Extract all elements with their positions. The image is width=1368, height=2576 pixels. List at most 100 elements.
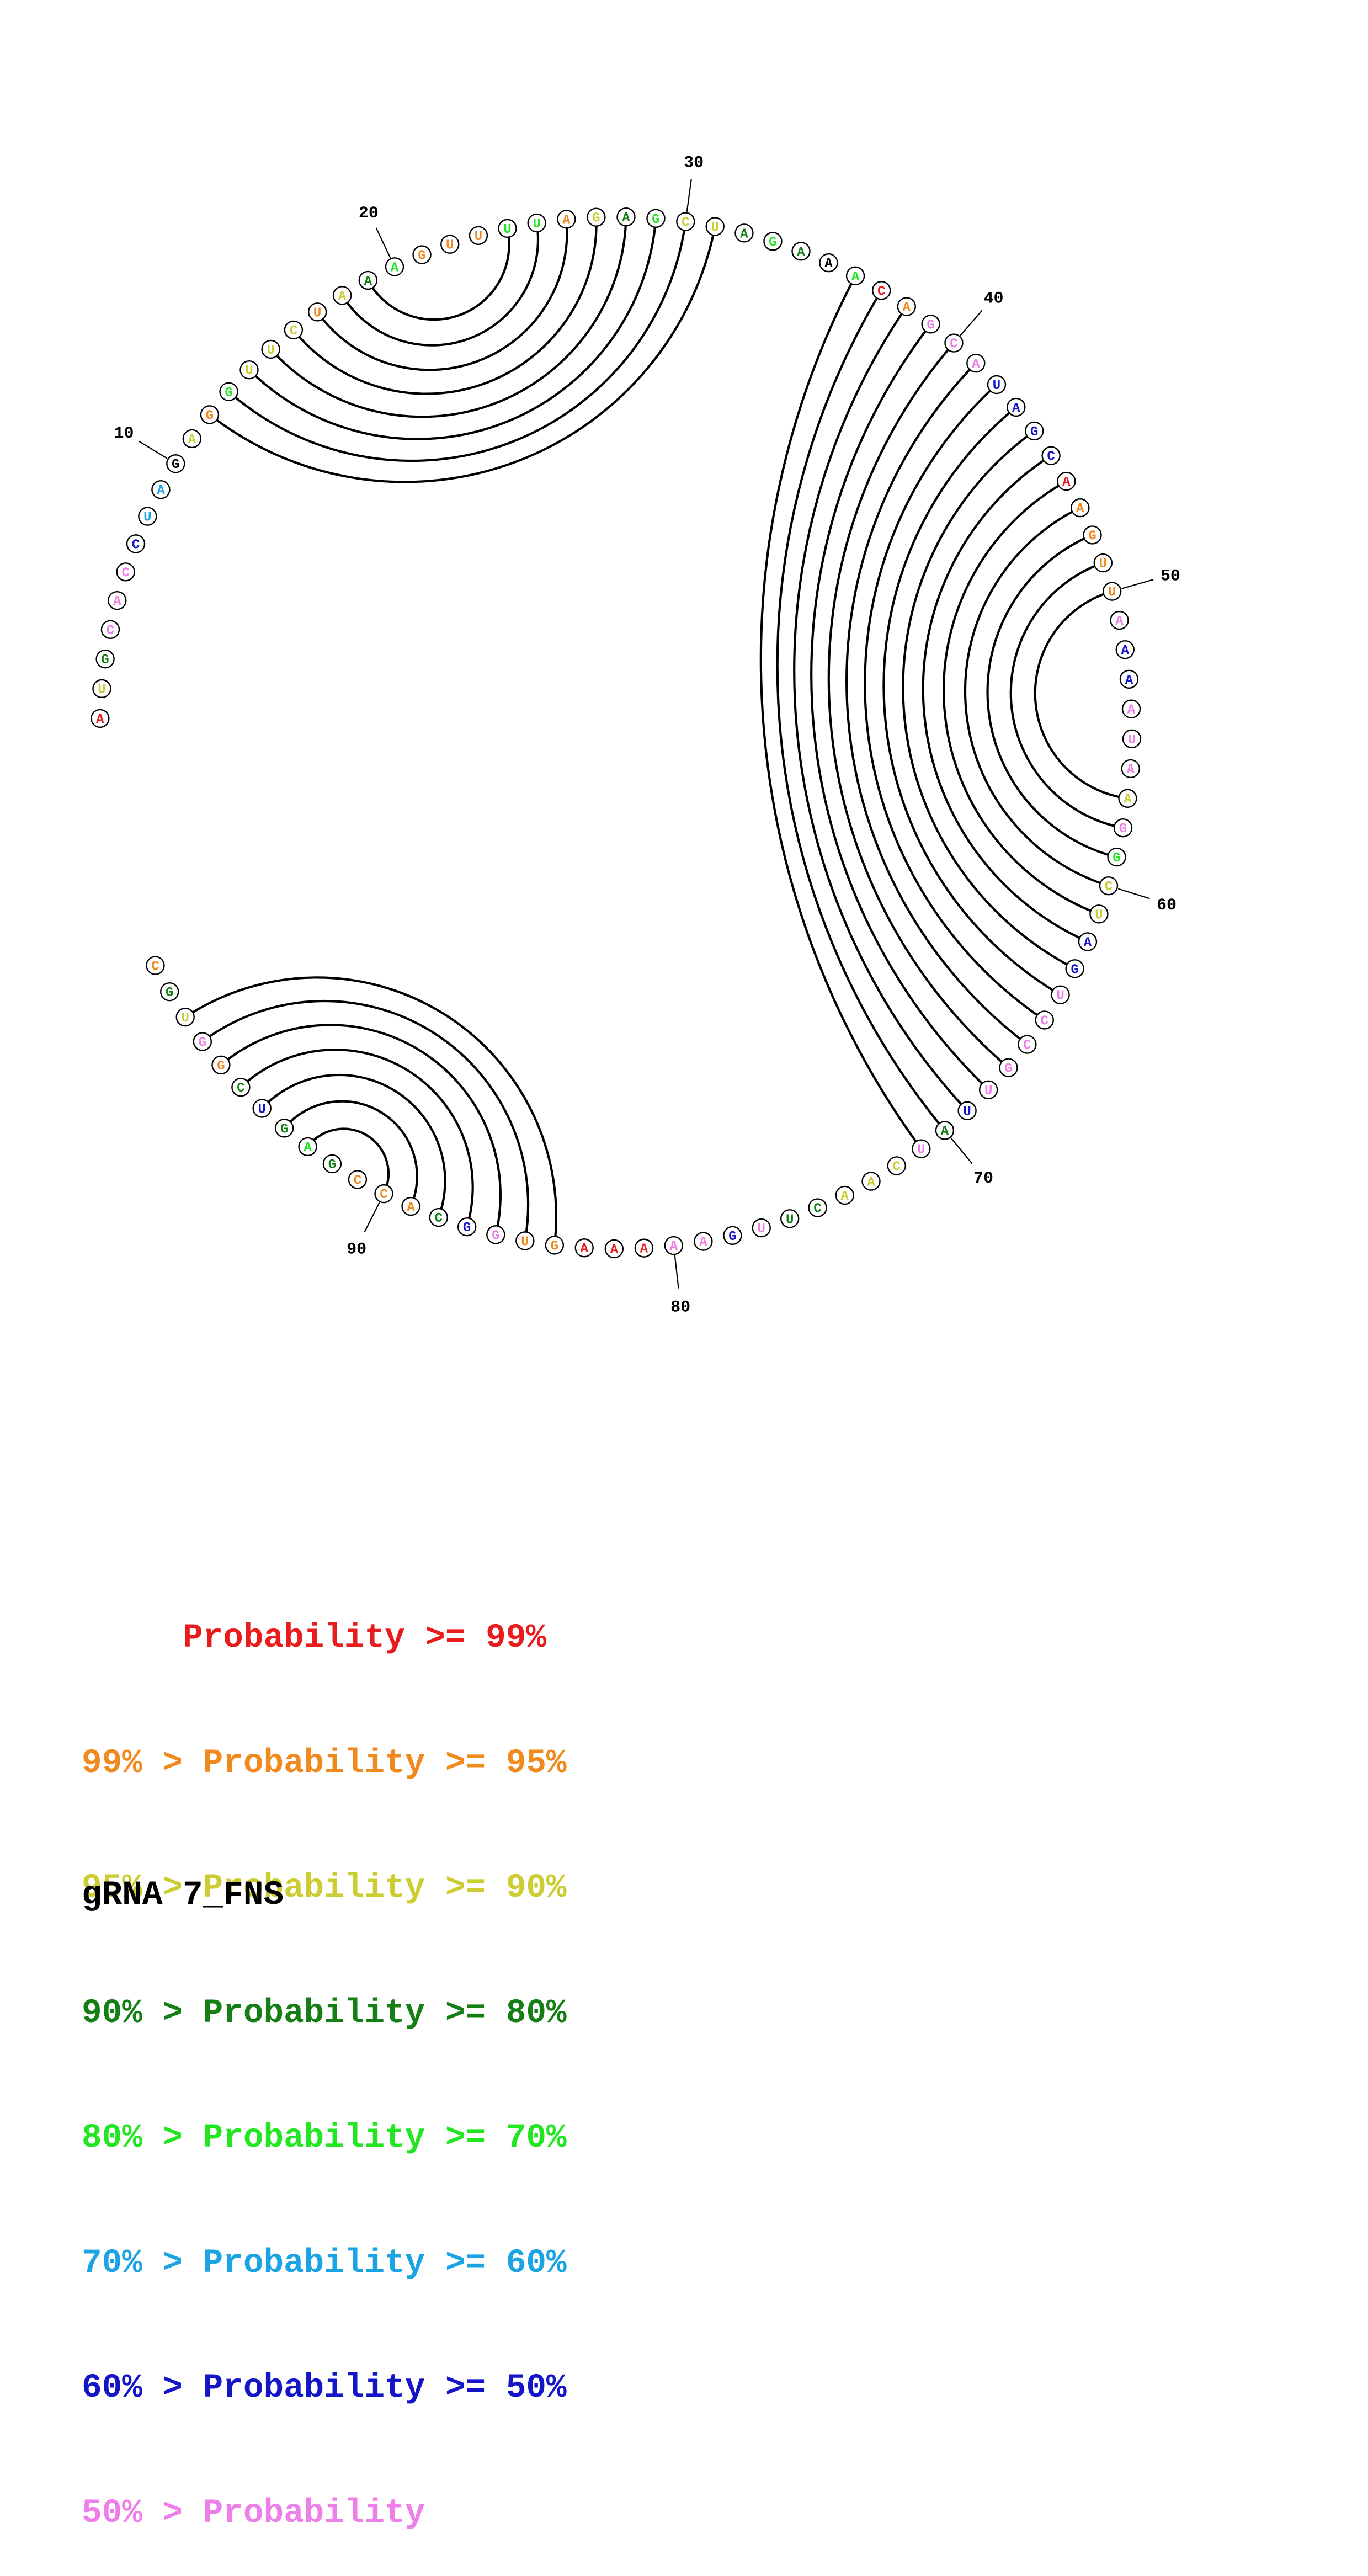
base-pair-arc — [793, 306, 968, 1112]
nucleotide-circle — [92, 679, 111, 699]
nucleotide-circle — [1122, 729, 1142, 749]
nucleotide-letter: A — [797, 245, 805, 260]
legend-text: Probability >= 70% — [203, 2119, 567, 2157]
nucleotide-circle — [1078, 932, 1098, 951]
nucleotide: G — [457, 1217, 477, 1237]
nucleotide-circle — [527, 213, 546, 233]
nucleotide: U — [469, 226, 488, 245]
nucleotide-letter: C — [950, 337, 957, 352]
nucleotide-circle — [752, 1218, 771, 1238]
legend-prefix: 60% > — [82, 2369, 203, 2407]
nucleotide: U — [1122, 729, 1142, 749]
base-pair-arc — [759, 275, 922, 1149]
nucleotide-circle — [1041, 446, 1061, 465]
nucleotide: C — [1099, 876, 1119, 896]
nucleotide-letter: U — [1128, 733, 1136, 748]
nucleotide: G — [763, 232, 783, 251]
nucleotide: A — [604, 1239, 624, 1259]
base-pair-arc — [366, 228, 510, 321]
nucleotide-letter: G — [101, 653, 109, 668]
legend-text: Probability >= 95% — [203, 1744, 567, 1782]
nucleotide: G — [274, 1119, 294, 1138]
nucleotide-circle — [138, 507, 157, 526]
nucleotide-circle — [1071, 498, 1090, 518]
nucleotide: A — [634, 1238, 654, 1258]
nucleotide-letter: G — [225, 386, 232, 401]
base-pair-arc — [220, 1024, 502, 1235]
legend-prefix: 95% > — [82, 1869, 203, 1907]
nucleotide-circle — [999, 1058, 1018, 1077]
nucleotide: U — [498, 219, 517, 238]
base-pair-arc — [882, 406, 1061, 996]
nucleotide-circle — [694, 1232, 713, 1251]
nucleotide-letter: C — [435, 1211, 443, 1226]
nucleotide-circle — [734, 223, 754, 243]
nucleotide: G — [193, 1032, 212, 1051]
nucleotide: C — [944, 333, 964, 353]
nucleotide-circle — [935, 1121, 955, 1140]
nucleotide: A — [845, 266, 865, 286]
nucleotide-circle — [284, 320, 304, 340]
tick-label: 80 — [670, 1298, 690, 1317]
nucleotide-letter: A — [1125, 673, 1133, 688]
nucleotide: C — [374, 1184, 393, 1204]
nucleotide: A — [1121, 699, 1141, 718]
nucleotide: G — [1107, 847, 1126, 867]
nucleotide: G — [412, 245, 432, 264]
nucleotide: A — [861, 1172, 881, 1191]
legend-prefix: 70% > — [82, 2244, 203, 2282]
base-pair-arc — [902, 430, 1076, 970]
nucleotide: A — [574, 1238, 594, 1258]
nucleotide-circle — [545, 1236, 565, 1255]
nucleotide-circle — [808, 1198, 827, 1217]
nucleotide-letter: A — [640, 1242, 648, 1257]
nucleotide-letter: G — [1071, 962, 1078, 977]
base-pair-arc — [810, 323, 989, 1091]
nucleotide: A — [151, 480, 171, 499]
nucleotide: C — [1041, 446, 1061, 465]
nucleotide-letter: C — [290, 324, 297, 339]
nucleotide: A — [182, 429, 202, 449]
nucleotide: A — [791, 242, 811, 261]
base-pair-arc — [964, 507, 1109, 887]
nucleotide-letter: U — [533, 217, 540, 232]
nucleotide-letter: A — [1062, 475, 1071, 490]
nucleotide-letter: U — [313, 306, 321, 321]
nucleotide-letter: A — [304, 1141, 312, 1156]
nucleotide-letter: A — [670, 1239, 678, 1254]
nucleotide-letter: G — [1119, 822, 1127, 837]
nucleotide-circle — [322, 1154, 342, 1174]
tick-label: 90 — [347, 1240, 366, 1259]
nucleotide-circle — [108, 590, 127, 610]
nucleotide-letter: C — [1105, 880, 1113, 895]
nucleotide-letter: A — [1012, 401, 1020, 416]
nucleotide: G — [486, 1225, 505, 1244]
legend-row-8: 50% > Probability — [82, 2493, 567, 2535]
nucleotide: A — [298, 1137, 317, 1157]
nucleotide-letter: U — [1108, 586, 1116, 600]
nucleotide-letter: G — [1113, 851, 1120, 866]
nucleotide: A — [694, 1232, 713, 1251]
nucleotide: U — [239, 360, 259, 380]
nucleotide: C — [872, 281, 891, 300]
base-pair-arc — [239, 1049, 474, 1227]
nucleotide: A — [1071, 498, 1090, 518]
nucleotide: U — [987, 375, 1007, 395]
nucleotide: G — [545, 1236, 565, 1255]
nucleotide: C — [1035, 1010, 1054, 1030]
nucleotide-circle — [944, 333, 964, 353]
nucleotide: A — [108, 590, 127, 610]
nucleotide-circle — [160, 982, 179, 1002]
nucleotide-letter: C — [354, 1173, 361, 1188]
nucleotide: G — [723, 1226, 742, 1245]
nucleotide: G — [921, 315, 940, 334]
nucleotide: G — [1113, 818, 1133, 838]
legend-text: Probability >= 90% — [203, 1869, 567, 1907]
legend-prefix: 90% > — [82, 1994, 203, 2032]
nucleotide-circle — [385, 257, 404, 276]
tick-line — [1117, 888, 1150, 900]
nucleotide-circle — [95, 649, 115, 669]
nucleotide-letter: G — [592, 211, 600, 226]
nucleotide-circle — [401, 1196, 420, 1216]
legend-row-7: 60% > Probability >= 50% — [82, 2367, 567, 2409]
